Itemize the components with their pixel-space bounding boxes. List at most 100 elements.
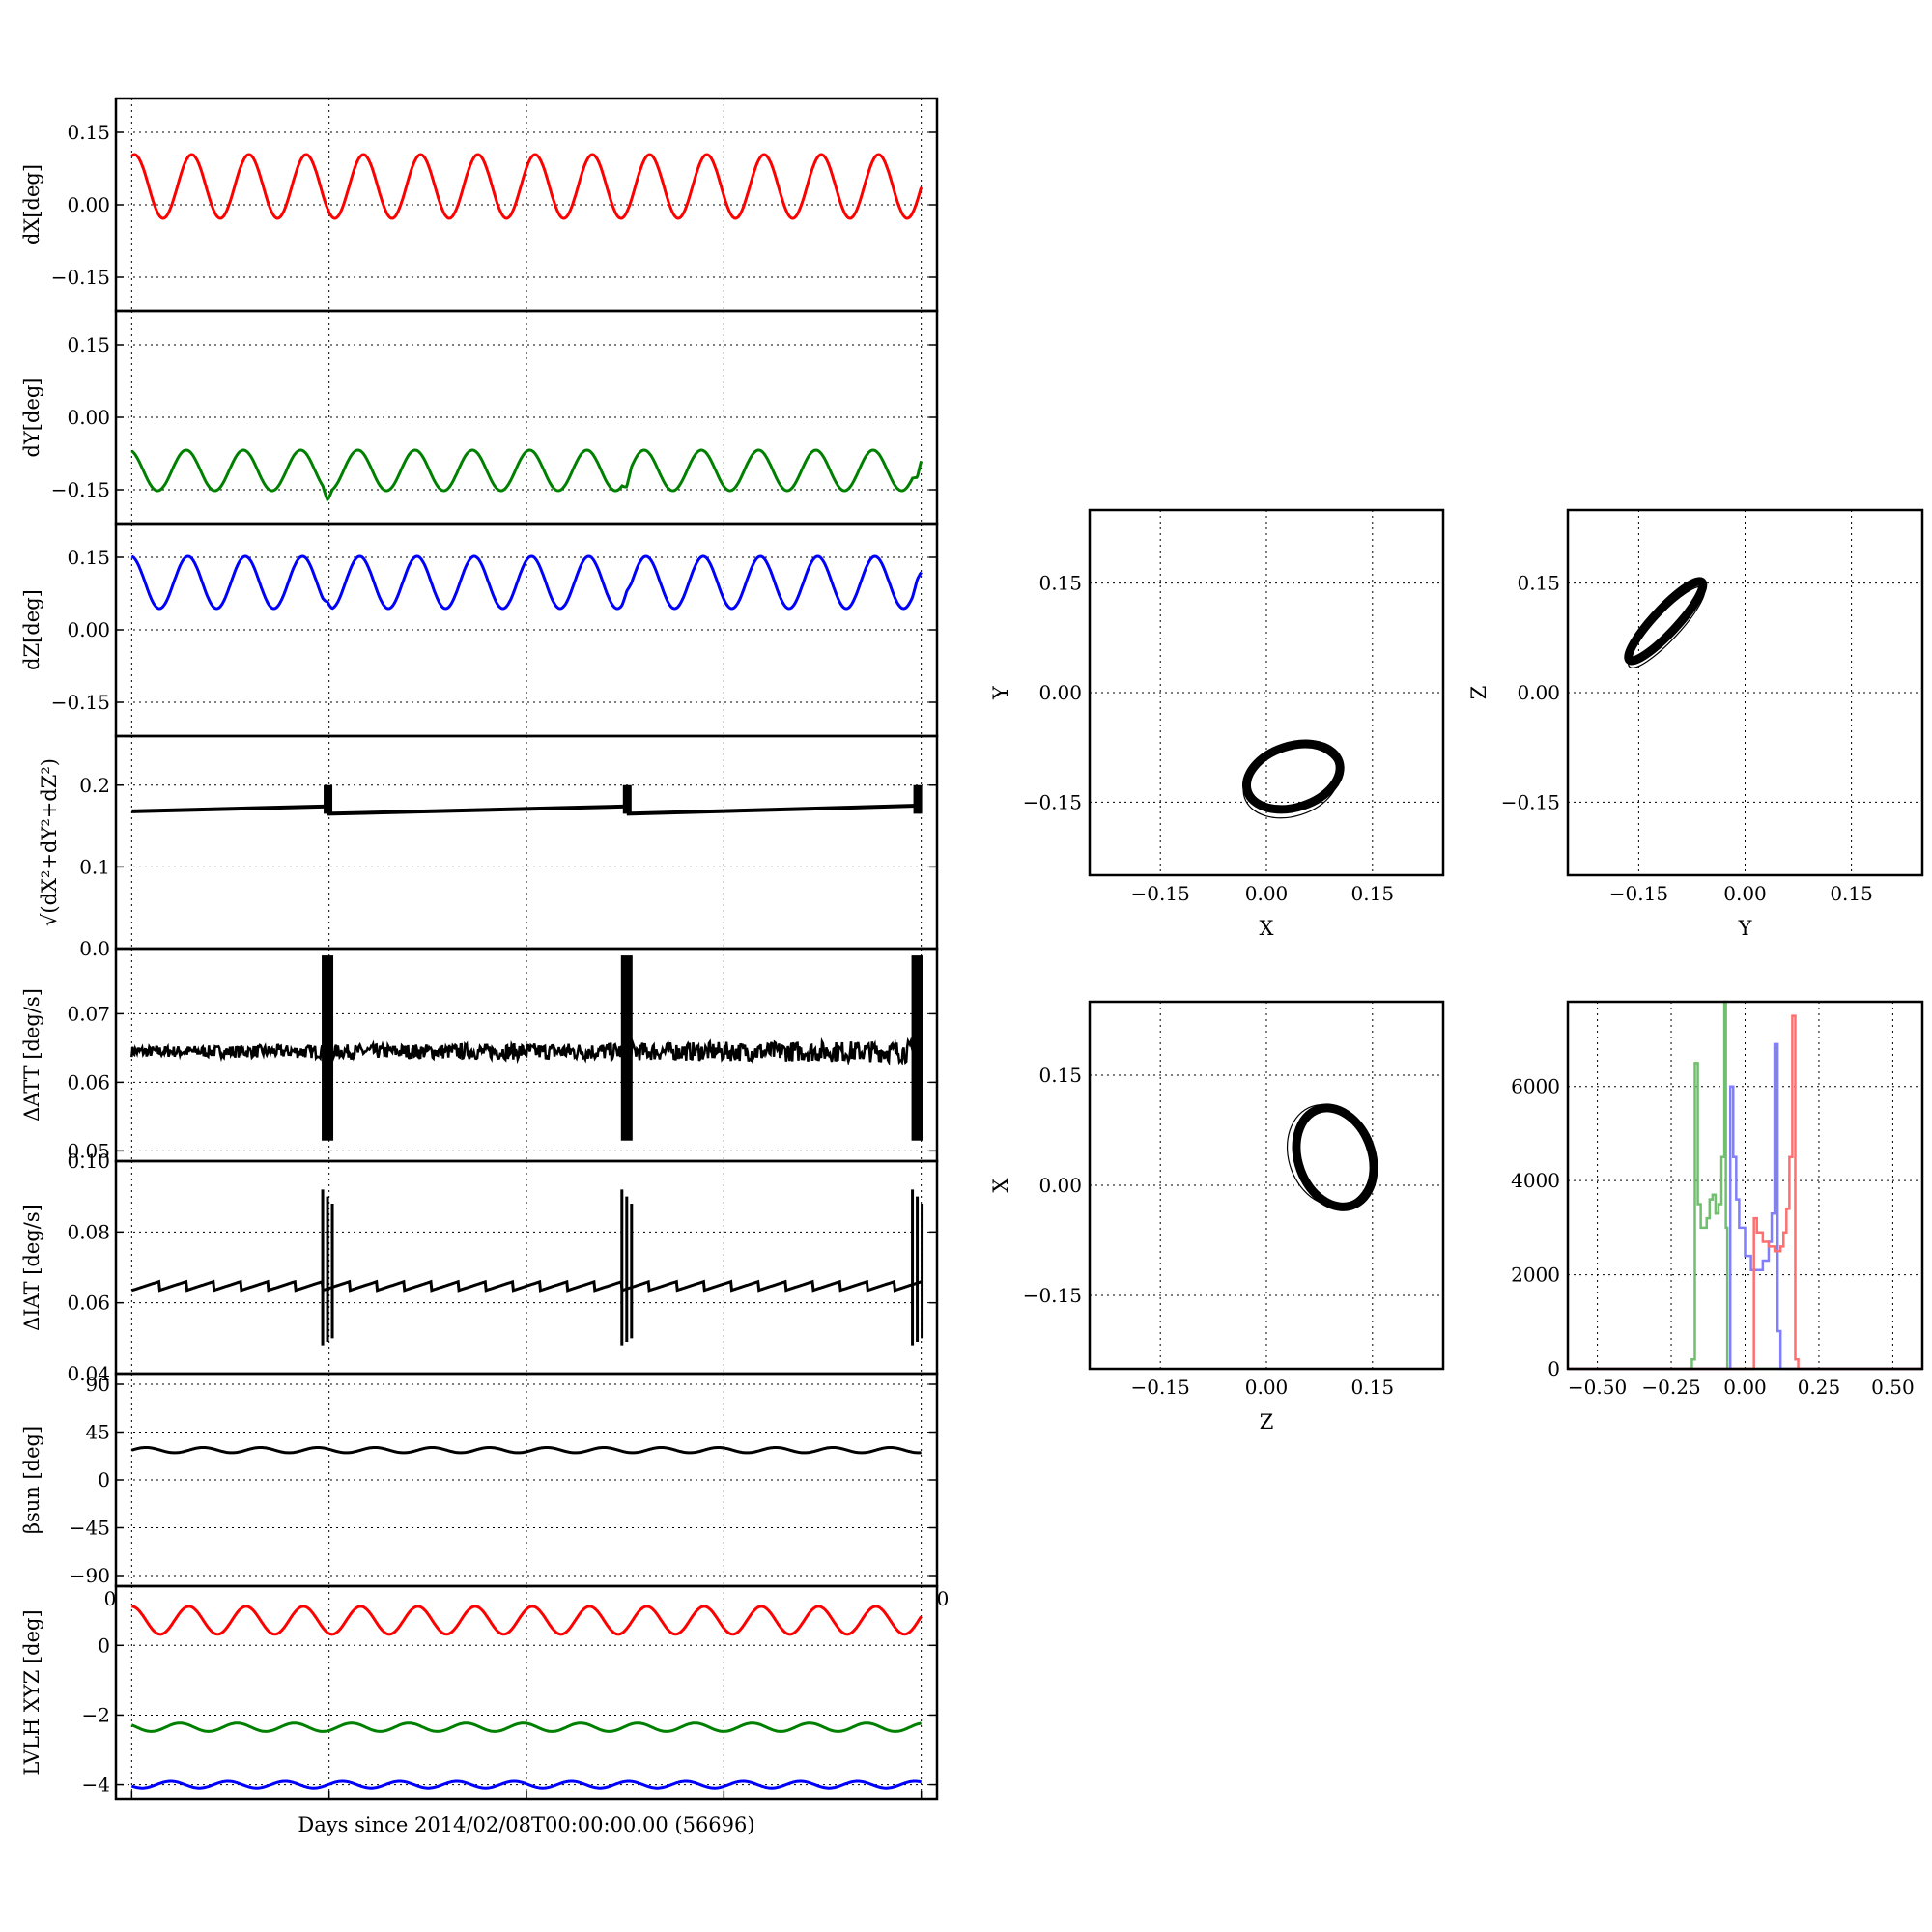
series-line-norm: [626, 803, 922, 816]
x-axis-label: Z: [1260, 1410, 1274, 1434]
x-tick-label: −0.15: [1609, 882, 1668, 905]
y-tick-label: 0.07: [67, 1002, 110, 1025]
scatter-zx: −0.15 0.15 0.00 0.00 0.15 −0.15 Z X: [989, 1000, 1445, 1434]
y-tick-label: 0.15: [1517, 572, 1560, 595]
y-tick-label: 0: [98, 1468, 110, 1492]
series-line-dY: [130, 448, 923, 502]
y-tick-label: −90: [70, 1564, 110, 1587]
y-axis-label: LVLH XYZ [deg]: [20, 1609, 43, 1775]
y-tick-label: 0.15: [1038, 1064, 1082, 1087]
y-tick-label: 0.00: [67, 618, 110, 641]
x-tick-label: −0.15: [1131, 1376, 1190, 1399]
series-line-dX: [130, 153, 923, 220]
y-axis-label: X: [989, 1178, 1012, 1192]
scatter-xy: −0.15 0.15 0.00 0.00 0.15 −0.15 X Y: [989, 508, 1445, 940]
timeseries-panels: 0.150.00−0.15dX[deg]0.150.00−0.15dY[deg]…: [20, 97, 950, 1801]
series-line-norm: [131, 804, 328, 813]
x-tick-label: 0.15: [1351, 882, 1395, 905]
y-tick-label: 0.2: [79, 774, 110, 797]
burst-mark: [322, 955, 334, 1141]
scatter-yz: −0.15 0.15 0.00 0.00 0.15 −0.15 Y Z: [1467, 508, 1924, 940]
y-tick-label: −4: [82, 1774, 110, 1797]
y-tick-label: 0.0: [79, 937, 110, 960]
orbit-trace: [1241, 739, 1345, 819]
series-line-lvlh: [130, 1779, 922, 1790]
series-line-norm: [327, 804, 627, 816]
y-tick-label: −0.15: [1501, 790, 1560, 813]
x-tick-label: 0.00: [1723, 882, 1767, 905]
y-axis-label: βsun [deg]: [20, 1426, 43, 1534]
x-tick-label: 0.00: [1245, 1376, 1289, 1399]
y-tick-label: 0: [1548, 1357, 1560, 1380]
y-tick-label: 0.06: [67, 1070, 110, 1094]
panel-datt: 0.07 0.06 0.05 ΔATT [deg/s]: [20, 947, 939, 1162]
y-tick-label: 0.08: [67, 1220, 110, 1243]
y-tick-label: −45: [70, 1517, 110, 1540]
x-axis-label: X: [1260, 917, 1274, 940]
stray-tick-label: 0: [937, 1587, 950, 1610]
y-axis-label: Y: [989, 685, 1012, 700]
x-tick-label: 0.00: [1723, 1376, 1767, 1399]
x-tick-label: 0.25: [1798, 1376, 1841, 1399]
x-tick-label: 0.00: [1245, 882, 1289, 905]
y-tick-label: 45: [86, 1421, 110, 1444]
series-line-beta: [130, 1446, 922, 1455]
x-axis-label: Y: [1738, 917, 1753, 940]
orbit-trace: [1624, 577, 1708, 668]
series-line-lvlh: [131, 1605, 923, 1636]
y-tick-label: 0.00: [1038, 681, 1082, 704]
y-axis-label: dY[deg]: [20, 377, 43, 457]
y-tick-label: 0.00: [1517, 681, 1560, 704]
panel-diat: 0.10 0.08 0.06 0.04 ΔIAT [deg/s]: [20, 1150, 939, 1385]
histogram-series: [1568, 1014, 1922, 1371]
y-axis-label: dX[deg]: [20, 164, 43, 245]
y-axis-label: √(dX²+dY²+dZ²): [38, 758, 61, 926]
y-tick-label: −0.15: [1023, 1284, 1082, 1307]
y-tick-label: 0.15: [67, 333, 110, 356]
panel-lvlh: 0 −2 −4 LVLH XYZ [deg]: [20, 1584, 939, 1801]
axes-frame: [1566, 508, 1924, 877]
series-line-lvlh: [130, 1721, 922, 1733]
x-tick-label: −0.50: [1568, 1376, 1627, 1399]
y-tick-label: −2: [82, 1703, 110, 1726]
x-tick-label: 0.15: [1830, 882, 1873, 905]
y-tick-label: 0.15: [1038, 572, 1082, 595]
y-tick-label: 0.15: [67, 546, 110, 569]
histogram-panel: −0.50 −0.25 0.00 0.25 0.50 6000 4000 2000 0: [1511, 1000, 1924, 1399]
y-tick-label: 0.00: [67, 193, 110, 216]
y-tick-label: −0.15: [51, 266, 110, 289]
y-tick-label: 0.05: [67, 1139, 110, 1162]
x-tick-label: 0.50: [1871, 1376, 1915, 1399]
series-line-diat: [130, 1279, 923, 1293]
y-tick-label: 90: [86, 1373, 110, 1396]
axes-frame: [1088, 508, 1445, 877]
panel-dX: 0.15 0.00 −0.15 dX[deg]: [20, 97, 939, 313]
panel-dY: 0.15 0.00 −0.15 dY[deg]: [20, 309, 939, 526]
y-tick-label: −0.15: [51, 478, 110, 501]
y-tick-label: 6000: [1511, 1075, 1560, 1098]
axes-frame: [1566, 1000, 1924, 1371]
panel-dZ: 0.15 0.00 −0.15 dZ[deg]: [20, 522, 939, 738]
x-tick-label: −0.25: [1641, 1376, 1700, 1399]
y-axis-label: dZ[deg]: [20, 589, 43, 670]
x-axis-label: Days since 2014/02/08T00:00:00.00 (56696…: [298, 1813, 754, 1836]
spike-mark: [913, 784, 923, 814]
scatter-panels: −0.15 0.15 0.00 0.00 0.15 −0.15 X Y −0.15 0.15 0.0…: [989, 508, 1924, 1434]
stray-tick-label: 0: [104, 1587, 117, 1610]
spike-mark: [324, 784, 333, 814]
y-tick-label: 0.04: [67, 1362, 110, 1385]
y-tick-label: 4000: [1511, 1169, 1560, 1192]
y-tick-label: 0: [98, 1634, 110, 1657]
spike-mark: [622, 784, 632, 814]
x-tick-label: −0.15: [1131, 882, 1190, 905]
y-tick-label: 0.06: [67, 1292, 110, 1315]
burst-mark: [911, 955, 923, 1141]
burst-mark: [620, 955, 633, 1141]
y-axis-label: ΔATT [deg/s]: [20, 988, 43, 1122]
y-axis-label: ΔIAT [deg/s]: [20, 1204, 43, 1331]
series-line-dZ: [130, 554, 923, 611]
axes-frame: [1088, 1000, 1445, 1371]
y-axis-label: Z: [1467, 686, 1491, 700]
y-tick-label: −0.15: [51, 691, 110, 714]
